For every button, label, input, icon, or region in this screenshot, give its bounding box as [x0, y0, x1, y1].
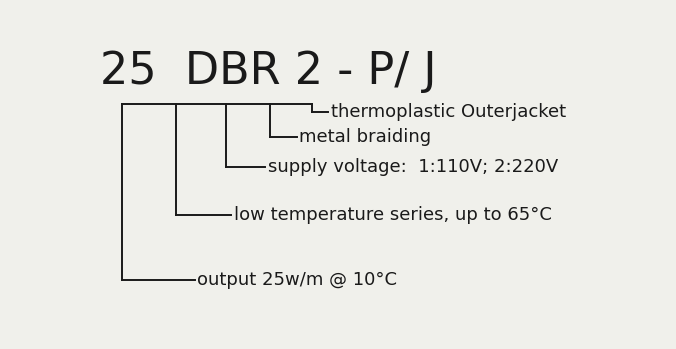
Text: thermoplastic Outerjacket: thermoplastic Outerjacket: [331, 103, 566, 121]
Text: supply voltage:  1:110V; 2:220V: supply voltage: 1:110V; 2:220V: [268, 158, 558, 176]
Text: metal braiding: metal braiding: [299, 128, 431, 146]
Text: 25  DBR 2 - P/ J: 25 DBR 2 - P/ J: [100, 50, 437, 93]
Text: output 25w/m @ 10°C: output 25w/m @ 10°C: [197, 271, 397, 289]
Text: low temperature series, up to 65°C: low temperature series, up to 65°C: [234, 206, 552, 224]
